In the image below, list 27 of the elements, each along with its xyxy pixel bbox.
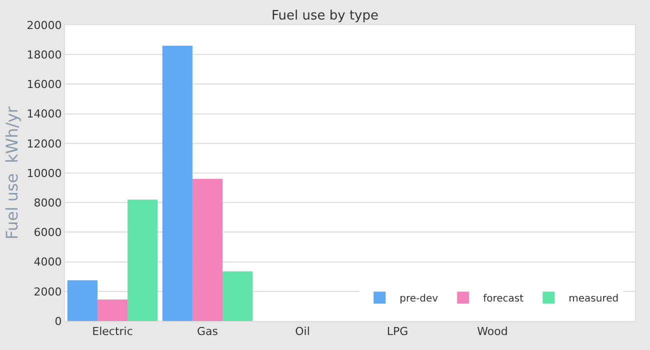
y-tick-label: 16000 [26, 78, 62, 92]
y-tick-label: 12000 [26, 137, 62, 150]
legend-label: pre-dev [400, 294, 438, 305]
y-tick-label: 8000 [34, 196, 62, 210]
legend-label: measured [568, 294, 619, 305]
bar [67, 280, 98, 321]
x-tick-label: Gas [197, 325, 218, 338]
x-tick-label: LPG [386, 325, 408, 338]
y-tick-label: 14000 [26, 108, 62, 121]
legend-label: forecast [483, 294, 524, 305]
y-axis-title: Fuel use kWh/yr [2, 106, 22, 240]
x-tick-label: Wood [477, 325, 508, 338]
y-tick-label: 4000 [34, 256, 62, 269]
y-tick-label: 18000 [26, 48, 62, 62]
y-tick-label: 2000 [34, 285, 62, 298]
bar [192, 178, 223, 321]
chart-title: Fuel use by type [271, 8, 379, 24]
y-tick-label: 10000 [26, 166, 62, 180]
bar [162, 46, 192, 321]
x-tick-label: Oil [295, 325, 310, 338]
x-tick-label: Electric [92, 325, 133, 338]
y-tick-label: 20000 [26, 18, 62, 32]
bar [128, 200, 158, 321]
bar [222, 271, 253, 321]
bar [97, 300, 128, 321]
y-tick-label: 6000 [34, 226, 62, 240]
y-tick-label: 0 [54, 314, 62, 328]
